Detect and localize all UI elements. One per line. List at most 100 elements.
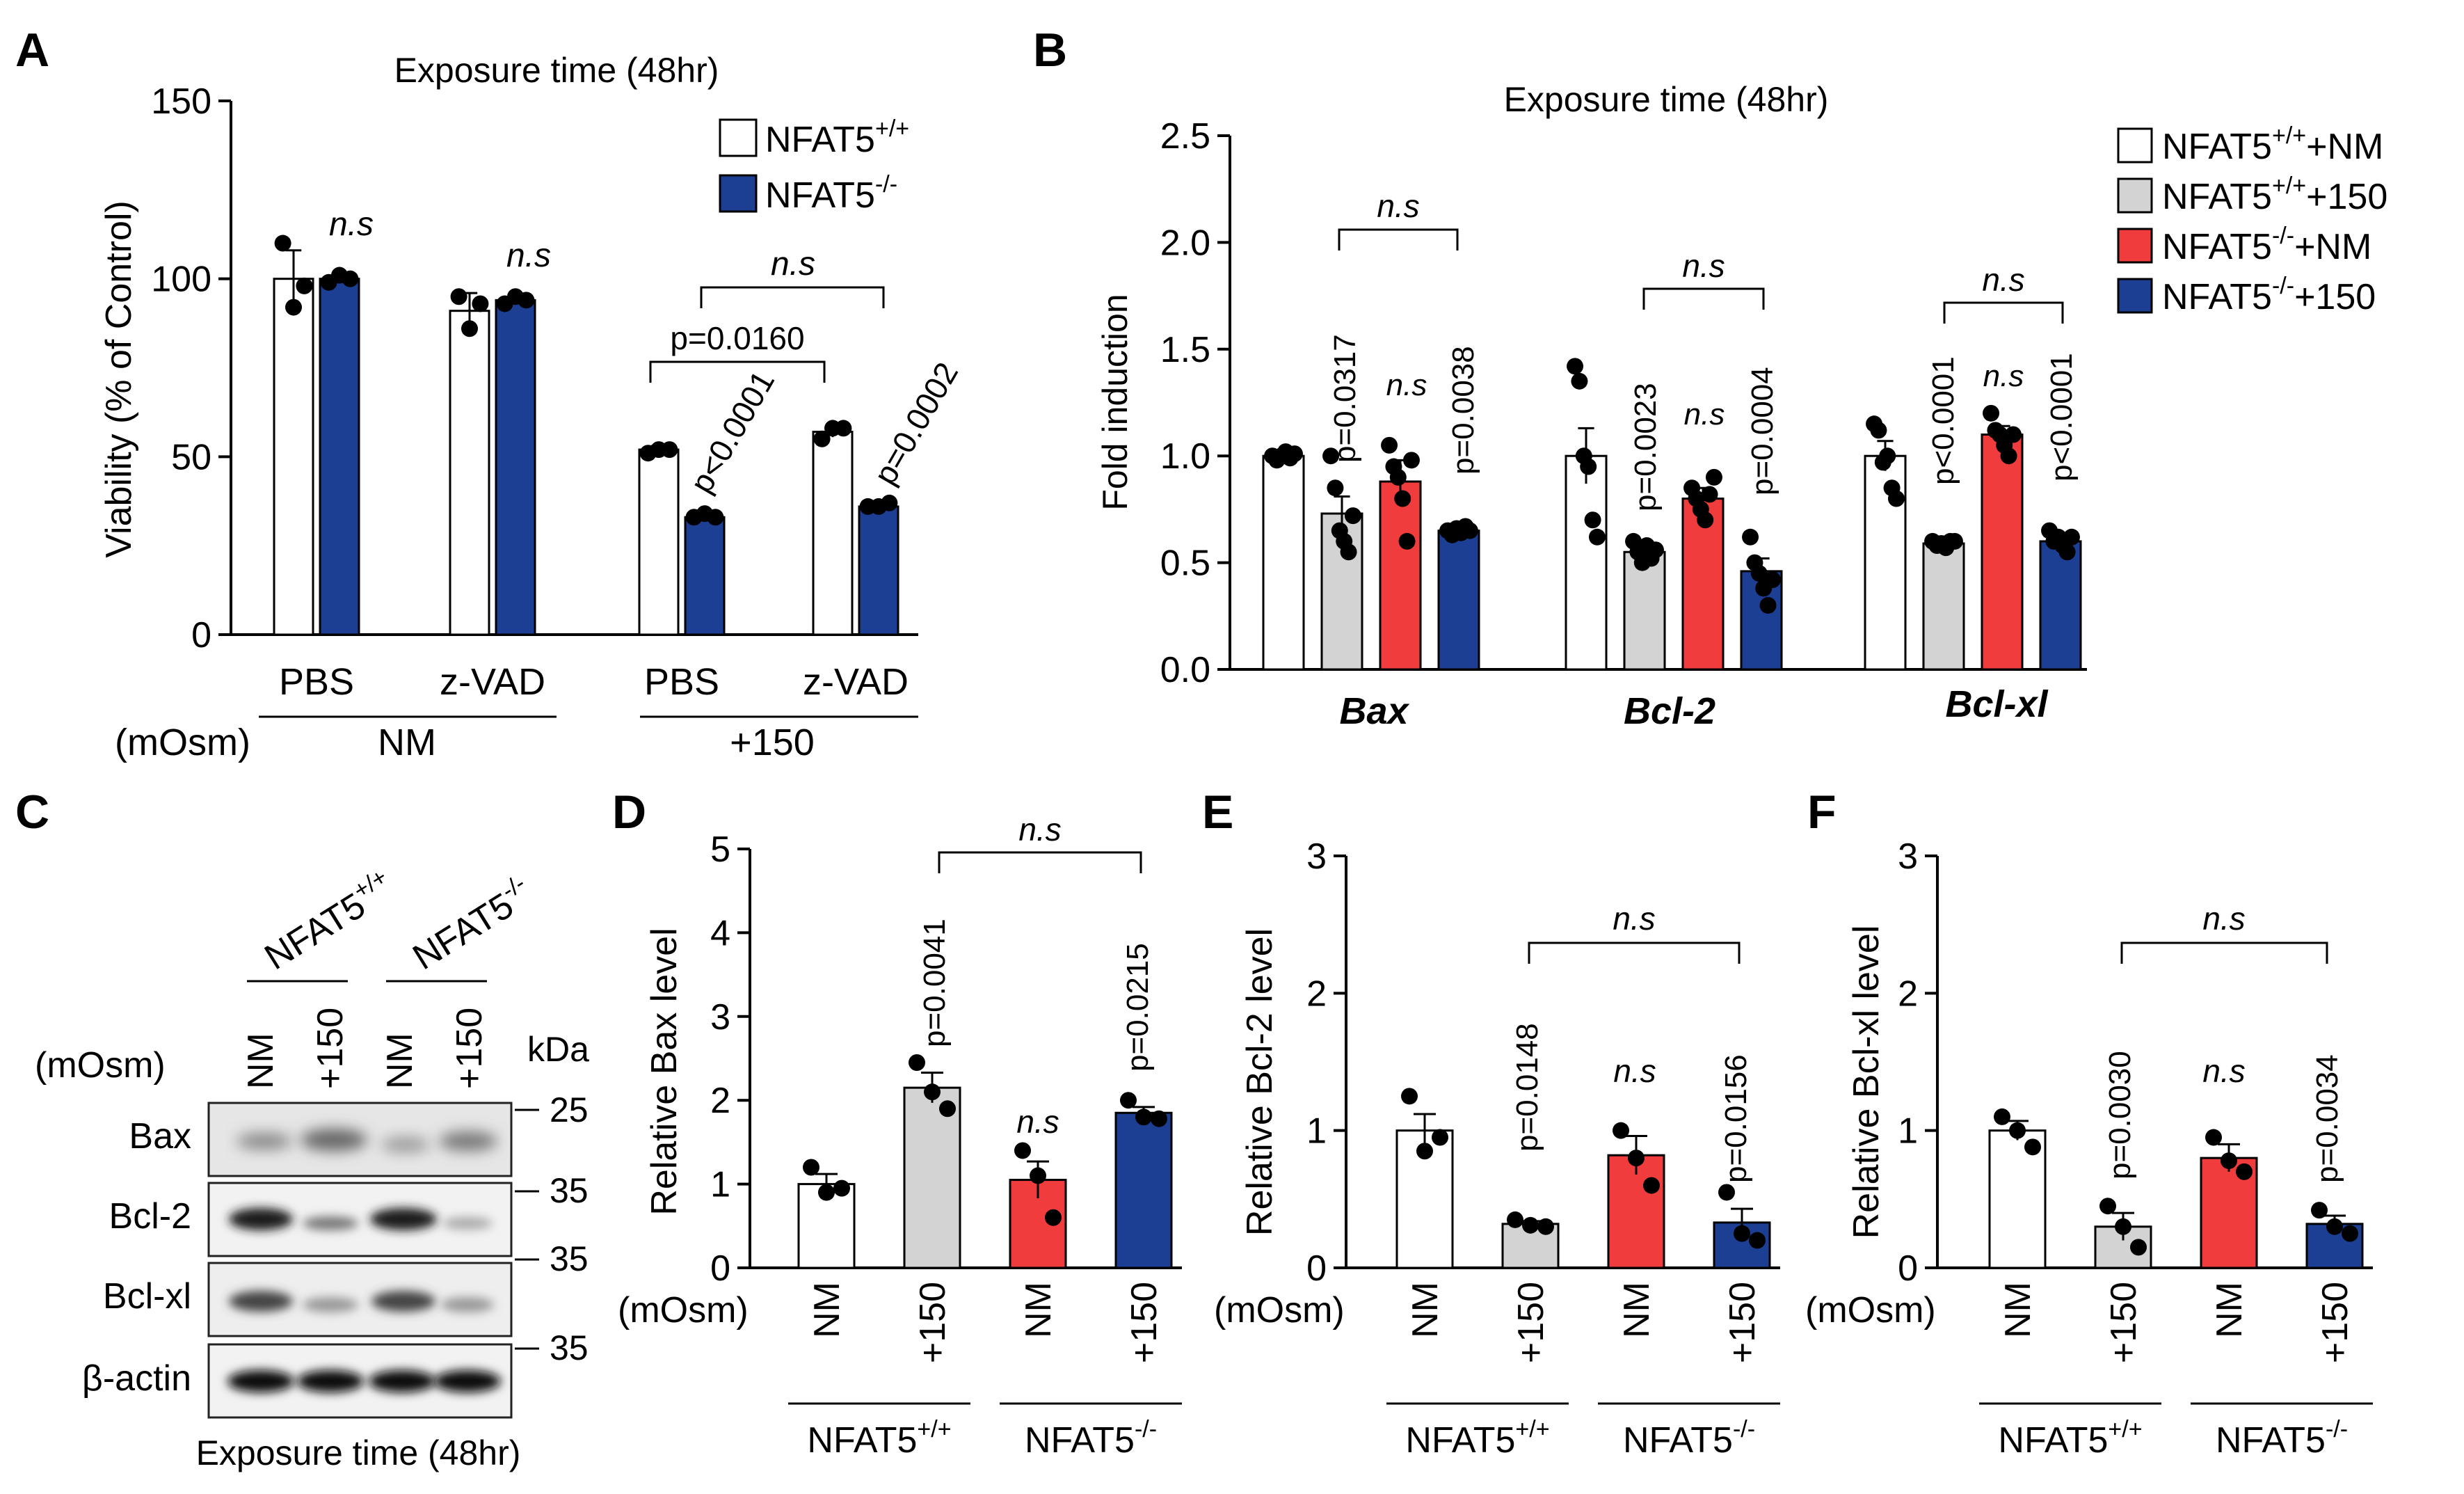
data-point: [707, 509, 724, 526]
y-tick-label: 1: [1898, 1111, 1918, 1152]
data-point: [1584, 511, 1601, 529]
bar: [319, 278, 360, 636]
x-tick-label: NM: [807, 1282, 847, 1338]
panel-letter: D: [612, 786, 646, 839]
genotype-label: NFAT5+/+: [1998, 1416, 2142, 1461]
exposure-label: Exposure time (48hr): [196, 1433, 521, 1472]
comparison-bracket: [649, 360, 826, 383]
ns-annotation: n.s: [1386, 368, 1427, 402]
x-tick-label: PBS: [279, 661, 354, 703]
x-tick-label: NM: [1018, 1282, 1059, 1338]
group-label: NM: [378, 722, 436, 763]
p-value: p=0.0041: [918, 919, 952, 1047]
data-point: [1340, 543, 1357, 561]
plot-area: 0 1 2 3 4 5: [710, 829, 1182, 1289]
data-point: [1398, 532, 1416, 550]
data-point: [2009, 1122, 2026, 1139]
y-tick-label: 0: [1898, 1248, 1918, 1289]
legend-label: NFAT5+/++150: [2162, 173, 2387, 217]
y-tick-label: 2: [1898, 974, 1918, 1014]
blot-band: [303, 1216, 358, 1230]
data-point: [1870, 422, 1887, 439]
x-tick-label: +150: [1511, 1282, 1551, 1363]
data-point: [1613, 1122, 1629, 1139]
y-tick-label: 3: [1898, 836, 1918, 877]
blot-row-bclxl: [207, 1262, 513, 1337]
comparison-bracket: [1528, 941, 1741, 964]
data-point: [296, 277, 313, 294]
ns-annotation: n.s: [1613, 900, 1655, 937]
x-axis-labels: NM +150 NM +150 (mOsm) NFAT5+/+ NFAT5-/-: [1214, 1282, 1780, 1461]
blot-band: [439, 1131, 497, 1151]
x-tick-label: +150: [2315, 1282, 2355, 1363]
panel-letter: E: [1202, 786, 1233, 839]
bar: [1988, 1129, 2047, 1269]
genotype-label: NFAT5-/-: [403, 870, 539, 978]
x-tick-label: +150: [913, 1282, 953, 1363]
legend: NFAT5+/++NM NFAT5+/++150 NFAT5-/-+NM NFA…: [2117, 122, 2387, 317]
bar: [449, 310, 490, 636]
panel-letter: C: [15, 786, 49, 839]
blot-band: [303, 1297, 358, 1312]
y-tick-label: 50: [171, 437, 211, 477]
x-tick-label: Bcl-2: [1624, 690, 1715, 732]
y-tick-label: 100: [151, 260, 211, 300]
genotype-label: NFAT5+/+: [807, 1416, 951, 1461]
data-point: [2326, 1218, 2343, 1235]
data-point: [1749, 1232, 1766, 1249]
data-point: [1045, 1209, 1062, 1226]
bar: [1922, 542, 1965, 671]
size-marker: 35: [550, 1239, 589, 1278]
x-tick-label: +150: [2104, 1282, 2144, 1363]
y-tick-label: 1.5: [1160, 330, 1210, 370]
x-tick-label: Bax: [1339, 690, 1409, 732]
blot-band: [369, 1370, 435, 1392]
data-point: [881, 494, 898, 511]
data-point: [1432, 1129, 1448, 1146]
data-point: [2000, 447, 2017, 465]
y-tick-label: 3: [710, 997, 730, 1038]
data-point: [1344, 507, 1361, 525]
x-tick-label: NM: [2209, 1282, 2250, 1338]
data-point: [2063, 528, 2080, 546]
blot-band: [227, 1370, 294, 1392]
osm-label: (mOsm): [618, 1290, 749, 1330]
comparison-bracket: [700, 286, 885, 308]
panel-letter: F: [1807, 786, 1837, 839]
data-point: [1537, 1218, 1554, 1235]
blot-band: [441, 1297, 494, 1312]
p-value: p=0.0023: [1629, 383, 1663, 511]
data-point: [1135, 1108, 1152, 1126]
blot-band: [371, 1291, 435, 1312]
data-point: [1994, 1108, 2010, 1125]
blot-band: [297, 1370, 364, 1392]
data-point: [1759, 596, 1777, 614]
x-tick-label: +150: [1722, 1282, 1763, 1363]
plot-area: 0.0 0.5 1.0 1.5 2.0 2.5: [1160, 116, 2087, 690]
y-tick-label: 0: [710, 1248, 730, 1289]
y-tick-label: 1: [710, 1165, 730, 1205]
data-point: [2004, 426, 2022, 443]
data-point: [1286, 445, 1303, 463]
data-point: [1742, 528, 1759, 546]
ns-annotation: n.s: [1983, 359, 2024, 393]
ns-annotation: n.s: [2202, 900, 2245, 937]
data-point: [2115, 1218, 2131, 1235]
data-point: [1567, 358, 1584, 375]
bar: [1623, 550, 1666, 671]
y-tick-label: 5: [710, 829, 730, 870]
y-axis-label: Viability (% of Control): [99, 200, 139, 557]
x-axis-labels: NM +150 NM +150 (mOsm) NFAT5+/+ NFAT5-/-: [1805, 1282, 2373, 1461]
x-tick-label: NM: [1617, 1282, 1657, 1338]
lane-label: +150: [310, 1008, 351, 1089]
p-value: p=0.0030: [2103, 1051, 2137, 1179]
x-tick-label: Bcl-xl: [1945, 683, 2048, 725]
blot-row-label: β-actin: [82, 1358, 191, 1399]
comparison-bracket: [1943, 301, 2064, 324]
p-value: p<0.0001: [683, 365, 782, 499]
legend-label: NFAT5+/+: [765, 116, 909, 160]
y-tick-label: 150: [151, 81, 211, 122]
bar: [1565, 454, 1608, 671]
blot-band: [370, 1208, 437, 1230]
p-value: p=0.0317: [1328, 334, 1362, 463]
